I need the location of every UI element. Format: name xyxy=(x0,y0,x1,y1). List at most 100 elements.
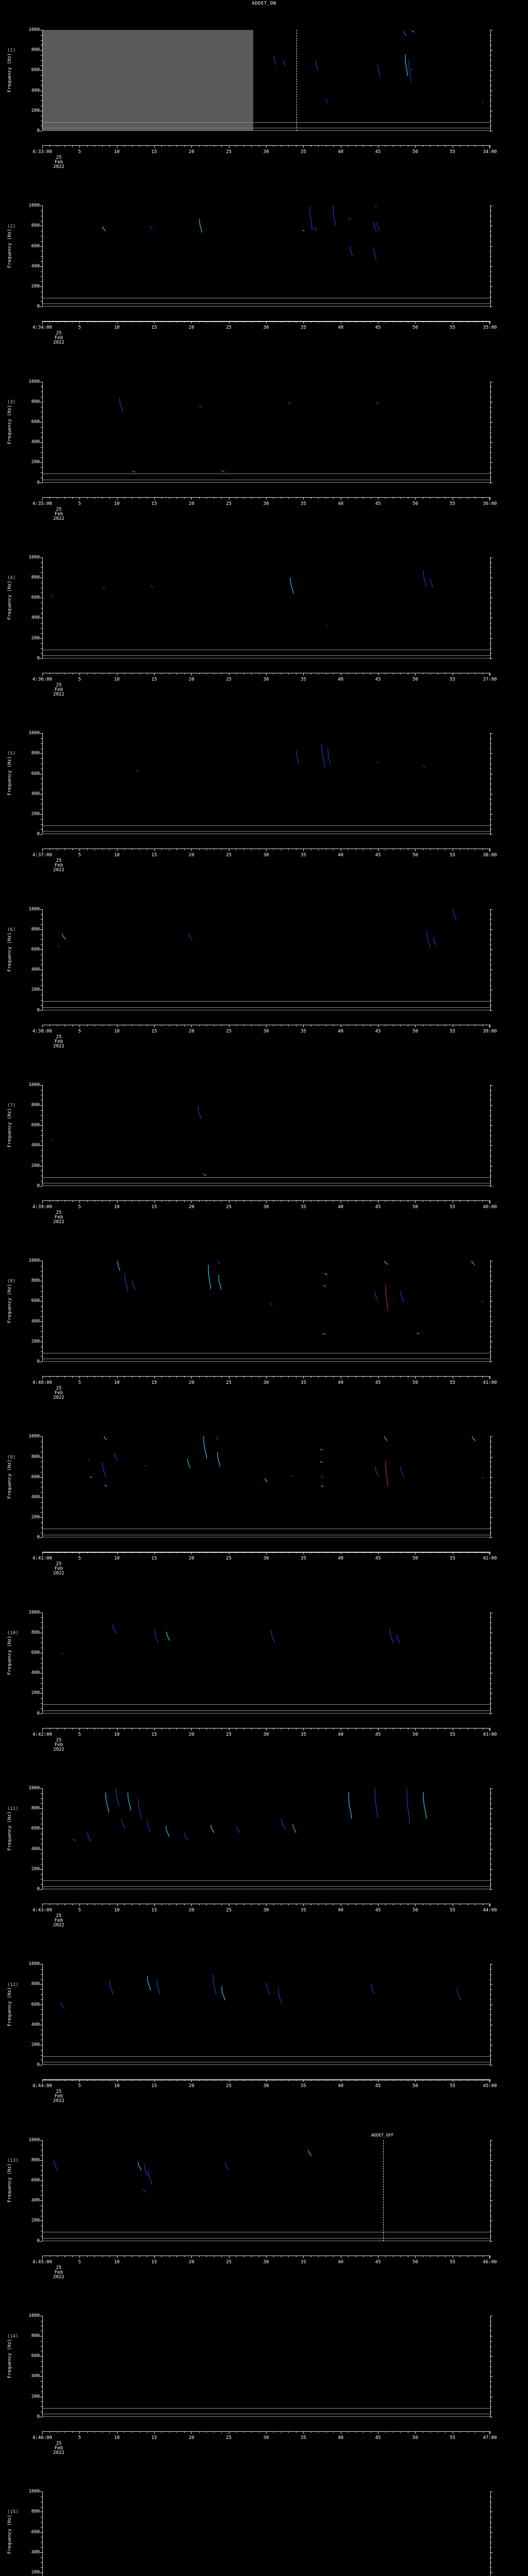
plot-area-5[interactable] xyxy=(42,733,491,835)
panel-number-11: (11) xyxy=(7,1806,19,1812)
x-tick-mark xyxy=(236,849,237,851)
x-tick-mark xyxy=(72,321,73,323)
x-tick-label: 15 xyxy=(151,853,157,858)
plot-area-6[interactable] xyxy=(42,909,491,1010)
y-tick-minor xyxy=(41,824,42,825)
x-tick-mark xyxy=(445,321,446,323)
y-tick-label: 1000 xyxy=(28,2137,40,2143)
x-tick-label: 55 xyxy=(450,1204,456,1210)
panel-number-4: (4) xyxy=(7,575,16,581)
panel-number-7: (7) xyxy=(7,1103,16,1109)
y-axis-label-text: Frequency (Hz) xyxy=(7,1987,12,2027)
y-tick-minor xyxy=(41,1698,42,1699)
y-tick-mark xyxy=(40,1125,42,1126)
date-stamp-line: 25 xyxy=(56,1562,62,1567)
whistle-contour xyxy=(138,2162,142,2171)
x-tick-mark xyxy=(236,497,237,499)
panel-number-14: (14) xyxy=(7,2334,19,2340)
plot-area-2[interactable] xyxy=(42,206,491,307)
whistle-contour xyxy=(296,750,299,764)
x-tick-mark xyxy=(191,497,192,500)
plot-area-8[interactable] xyxy=(42,1261,491,1362)
plot-area-4[interactable] xyxy=(42,557,491,658)
y-tick-minor xyxy=(41,648,42,649)
x-tick-label: 50 xyxy=(412,2083,418,2089)
x-tick-label: 4:39:00 xyxy=(32,1204,52,1210)
x-tick-mark xyxy=(363,1727,364,1730)
plot-area-1[interactable] xyxy=(42,30,491,131)
plot-area-13[interactable] xyxy=(42,2140,491,2241)
whistle-contour xyxy=(385,1461,389,1487)
x-tick-mark xyxy=(131,1904,133,1905)
plot-area-15[interactable] xyxy=(42,2492,491,2576)
x-tick-mark xyxy=(117,1376,118,1379)
y-tick-minor xyxy=(490,301,491,302)
y-tick-label: 800 xyxy=(31,2509,40,2515)
x-tick-mark xyxy=(87,2431,88,2433)
x-tick-mark xyxy=(161,497,162,499)
y-tick-minor xyxy=(490,2361,491,2362)
y-axis-ticks: 0 200 400 600 800 1000 xyxy=(28,1258,492,1364)
x-tick-mark xyxy=(266,2079,267,2082)
y-tick-minor xyxy=(490,1617,491,1618)
y-tick-minor xyxy=(490,819,491,820)
y-tick-minor xyxy=(41,1969,42,1970)
y-tick-label: 200 xyxy=(31,1163,40,1168)
y-tick-label: 0 xyxy=(37,480,40,485)
plot-area-10[interactable] xyxy=(42,1612,491,1714)
x-tick-label: 40:00 xyxy=(483,1204,497,1210)
x-tick-mark xyxy=(79,2079,80,2082)
x-tick-label: 25 xyxy=(226,325,232,331)
y-tick-label: 800 xyxy=(31,1278,40,1284)
x-tick-label: 45 xyxy=(375,1908,381,1913)
plot-area-14[interactable] xyxy=(42,2315,491,2417)
x-axis-cap xyxy=(489,672,490,676)
date-stamp: 25 Feb 2022 xyxy=(42,1386,75,1400)
x-tick-mark xyxy=(42,2079,43,2082)
x-tick-mark xyxy=(87,1024,88,1026)
y-tick-minor xyxy=(490,2009,491,2010)
y-tick-minor xyxy=(41,1291,42,1292)
plot-area-7[interactable] xyxy=(42,1084,491,1186)
x-tick-mark xyxy=(124,672,125,674)
whistle-contour xyxy=(350,246,353,257)
plot-area-11[interactable] xyxy=(42,1788,491,1889)
plot-area-3[interactable] xyxy=(42,381,491,483)
x-tick-mark xyxy=(221,849,222,851)
plot-area-9[interactable] xyxy=(42,1436,491,1538)
y-tick-minor xyxy=(490,1296,491,1297)
x-tick-mark xyxy=(161,145,162,147)
x-tick-label: 40 xyxy=(338,325,344,331)
date-stamp-line: Feb xyxy=(54,2269,63,2275)
x-tick-mark xyxy=(117,2079,118,2082)
y-tick-minor xyxy=(41,1874,42,1875)
y-tick-label: 600 xyxy=(31,1650,40,1656)
whistle-contour xyxy=(156,1978,160,1995)
x-tick-mark xyxy=(415,2255,416,2258)
y-tick-minor xyxy=(490,653,491,654)
x-tick-mark xyxy=(124,1200,125,1202)
whistle-contour xyxy=(104,1436,107,1440)
x-tick-mark xyxy=(64,145,65,147)
y-tick-label: 0 xyxy=(37,1535,40,1540)
y-tick-mark xyxy=(40,1788,42,1789)
y-tick-minor xyxy=(490,1090,491,1091)
plot-area-12[interactable] xyxy=(42,1964,491,2065)
x-axis-cap xyxy=(489,497,490,500)
x-tick-mark xyxy=(221,321,222,323)
x-tick-mark xyxy=(64,497,65,499)
x-tick-label: 30 xyxy=(263,676,269,682)
y-tick-label: 400 xyxy=(31,2374,40,2379)
panel-number-15: (15) xyxy=(7,2510,19,2515)
x-tick-mark xyxy=(154,1376,155,1379)
y-tick-minor xyxy=(41,1884,42,1885)
x-tick-mark xyxy=(266,2255,267,2258)
x-tick-label: 50 xyxy=(412,325,418,331)
x-tick-mark xyxy=(251,1024,252,1026)
y-axis-label-text: Frequency (Hz) xyxy=(7,2163,12,2202)
whistle-contour xyxy=(384,1436,387,1442)
x-tick-mark xyxy=(64,1727,65,1730)
y-tick-minor xyxy=(490,1708,491,1709)
y-tick-label: 0 xyxy=(37,128,40,133)
x-tick-mark xyxy=(363,2255,364,2257)
